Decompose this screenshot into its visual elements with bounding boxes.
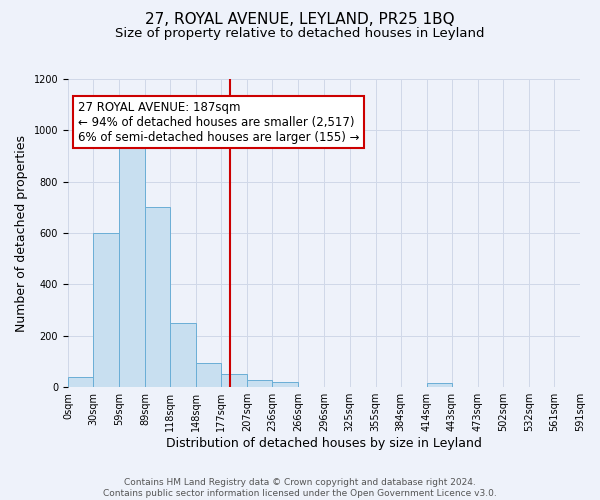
Bar — [93, 233, 119, 387]
Bar — [196, 363, 221, 387]
Text: Size of property relative to detached houses in Leyland: Size of property relative to detached ho… — [115, 28, 485, 40]
Bar — [170, 323, 196, 387]
Text: 27 ROYAL AVENUE: 187sqm
← 94% of detached houses are smaller (2,517)
6% of semi-: 27 ROYAL AVENUE: 187sqm ← 94% of detache… — [78, 100, 359, 144]
Text: 27, ROYAL AVENUE, LEYLAND, PR25 1BQ: 27, ROYAL AVENUE, LEYLAND, PR25 1BQ — [145, 12, 455, 28]
Bar — [221, 374, 247, 387]
Bar — [119, 148, 145, 387]
X-axis label: Distribution of detached houses by size in Leyland: Distribution of detached houses by size … — [166, 437, 482, 450]
Text: Contains HM Land Registry data © Crown copyright and database right 2024.
Contai: Contains HM Land Registry data © Crown c… — [103, 478, 497, 498]
Bar — [145, 208, 170, 387]
Bar — [247, 380, 272, 387]
Y-axis label: Number of detached properties: Number of detached properties — [15, 134, 28, 332]
Bar — [427, 384, 452, 387]
Bar — [68, 377, 93, 387]
Bar — [272, 382, 298, 387]
